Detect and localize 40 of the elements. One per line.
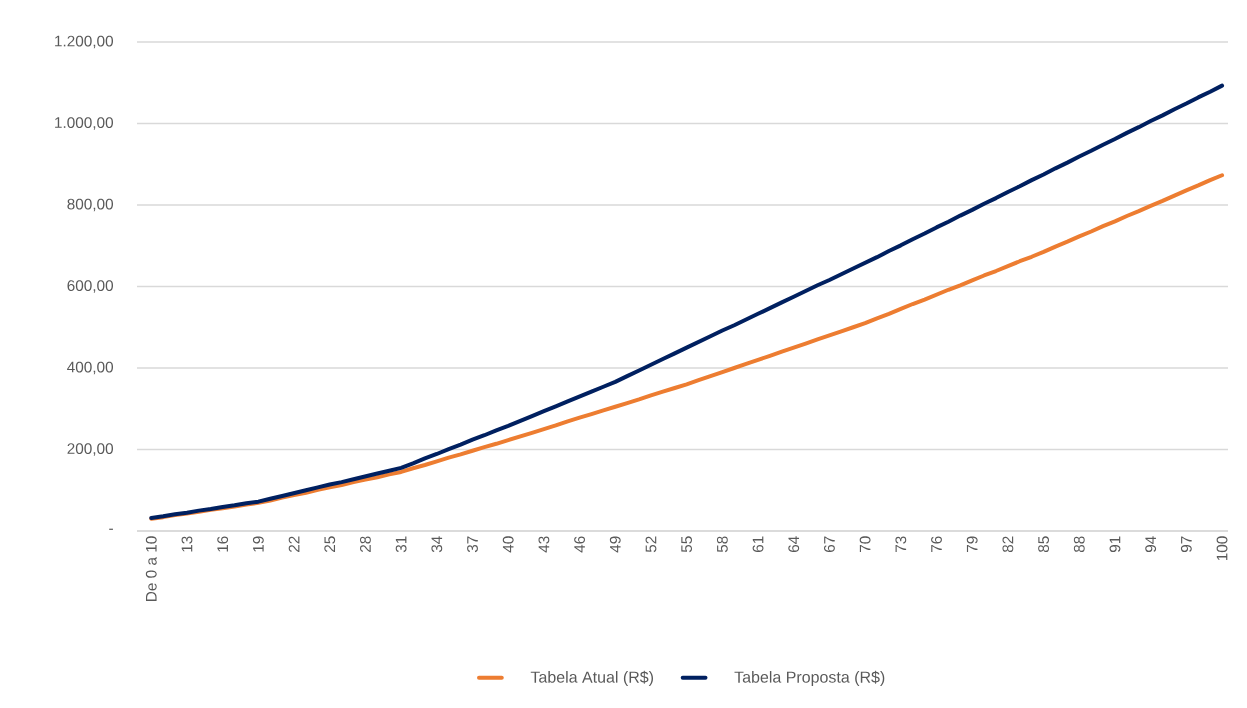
x-tick-label: 64 — [788, 536, 800, 552]
x-tick-label: 100 — [1216, 536, 1228, 561]
x-tick-label: 40 — [502, 536, 514, 553]
x-tick-label: De 0 a 10 — [145, 536, 157, 601]
y-tick-label: 1.200,00 — [55, 35, 114, 49]
x-tick-label: 28 — [360, 536, 371, 552]
x-tick-label: 91 — [1109, 536, 1121, 553]
x-tick-label: 88 — [1073, 536, 1085, 553]
legend-label: Tabela Atual (R$) — [530, 670, 654, 686]
x-tick-label: 97 — [1180, 536, 1192, 553]
x-tick-label: 46 — [574, 536, 586, 553]
x-tick-label: 70 — [859, 536, 871, 552]
x-tick-label: 73 — [895, 536, 907, 552]
y-tick-label: 200,00 — [67, 443, 114, 456]
x-tick-label: 25 — [324, 536, 336, 552]
legend-label: Tabela Proposta (R$) — [734, 670, 885, 686]
y-tick-label: 400,00 — [67, 361, 114, 375]
x-tick-label: 31 — [395, 536, 407, 553]
x-tick-label: 34 — [431, 536, 443, 553]
x-tick-label: 52 — [645, 536, 657, 553]
x-tick-label: 22 — [288, 536, 300, 552]
x-tick-label: 85 — [1038, 536, 1050, 553]
y-tick-label: 1.000,00 — [55, 117, 114, 130]
x-tick-label: 79 — [966, 536, 978, 552]
x-tick-label: 55 — [681, 536, 693, 553]
x-tick-label: 61 — [752, 536, 764, 552]
x-tick-label: 43 — [538, 536, 550, 553]
y-tick-label: 800,00 — [67, 198, 114, 212]
x-tick-label: 49 — [609, 536, 621, 553]
x-tick-label: 19 — [252, 536, 264, 552]
x-tick-label: 13 — [181, 536, 193, 552]
x-tick-label: 16 — [217, 536, 229, 552]
y-tick-label: - — [109, 528, 113, 530]
x-tick-label: 94 — [1145, 536, 1157, 553]
x-tick-label: 82 — [1002, 536, 1014, 553]
x-tick-label: 67 — [824, 536, 835, 552]
y-tick-label: 600,00 — [67, 280, 114, 293]
x-tick-label: 76 — [931, 536, 942, 552]
x-tick-label: 58 — [716, 536, 728, 553]
x-tick-label: 37 — [467, 536, 478, 553]
